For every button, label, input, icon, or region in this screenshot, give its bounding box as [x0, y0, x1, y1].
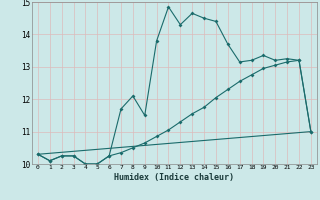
- X-axis label: Humidex (Indice chaleur): Humidex (Indice chaleur): [115, 173, 234, 182]
